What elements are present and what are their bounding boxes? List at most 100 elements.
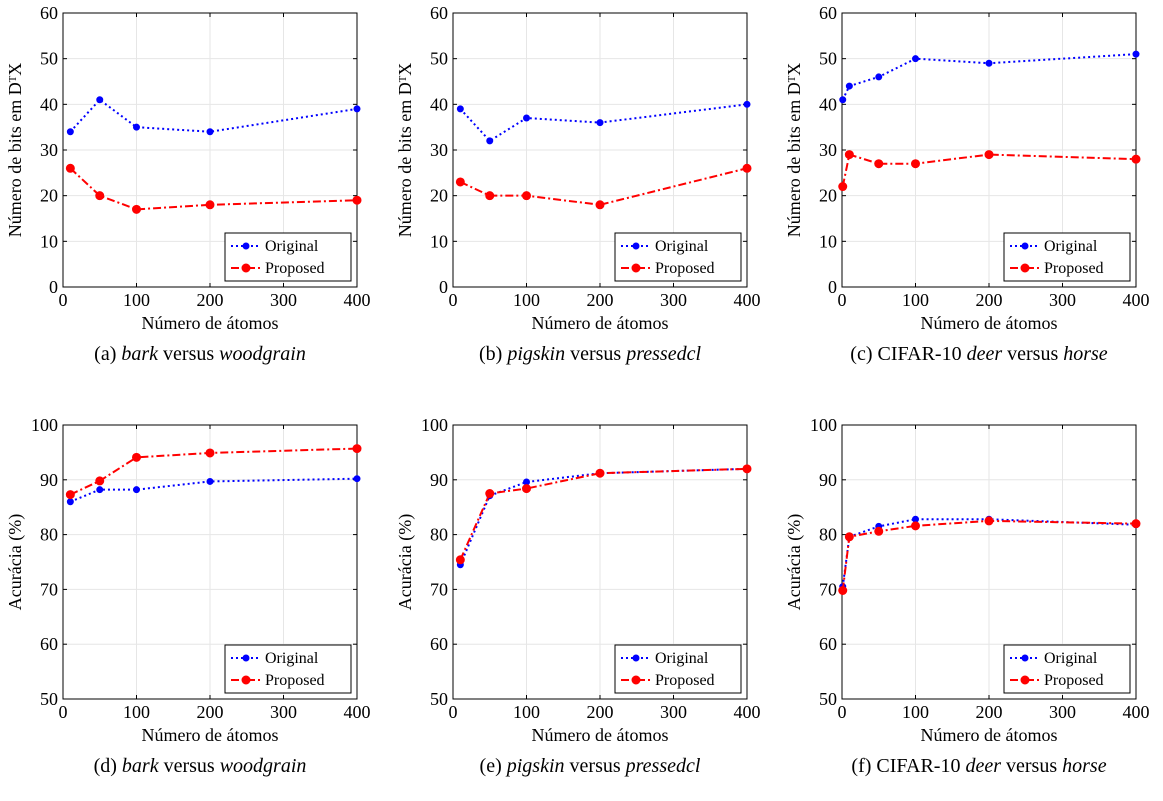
data-point-original [596,119,604,127]
legend: Original Proposed [1003,644,1131,694]
data-point-proposed [95,476,105,486]
panel-caption: (d) bark versus woodgrain [94,755,307,777]
legend-label-proposed: Proposed [265,672,325,689]
chart-panel-d: 0 100 200 300 400 50 60 70 80 90 100 Número de átom… [5,415,371,777]
x-tick-label: 400 [344,290,371,310]
chart-panel-c: 0 100 200 300 400 0 10 20 30 40 50 60 Número de átom… [784,3,1150,365]
legend-label-original: Original [655,650,709,667]
y-tick-label: 100 [810,415,837,435]
legend: Original Proposed [224,644,352,694]
legend-marker-original [632,242,640,250]
x-tick-label: 0 [838,702,847,722]
chart-panel-e: 0 100 200 300 400 50 60 70 80 90 100 Número de átom… [395,415,761,777]
data-point-original [133,486,140,494]
panel-caption: (f) CIFAR-10 deer versus horse [851,755,1106,777]
panel-caption: (b) pigskin versus pressedcl [479,343,701,365]
y-tick-label: 60 [819,634,837,654]
legend-marker-proposed [241,263,251,273]
legend-marker-original [1021,654,1029,662]
y-tick-label: 20 [430,186,448,206]
x-tick-label: 300 [270,702,297,722]
series-line-proposed [841,153,1137,187]
x-tick-label: 300 [1049,290,1076,310]
panel-caption: (e) pigskin versus pressedcl [480,755,701,777]
legend-box [614,644,742,694]
y-tick-label: 90 [430,470,448,490]
data-point-proposed [522,191,531,201]
y-tick-label: 60 [430,634,448,654]
y-tick-label: 70 [819,579,837,599]
y-tick-label: 10 [430,231,448,251]
data-point-proposed [95,191,105,201]
legend-label-proposed: Proposed [1044,260,1104,277]
data-point-proposed [984,516,994,526]
x-tick-label: 400 [1123,702,1150,722]
x-axis-label: Número de átomos [142,725,279,745]
x-tick-label: 300 [660,702,687,722]
y-tick-label: 30 [819,140,837,160]
chart-panel-a: 0 100 200 300 400 0 10 20 30 40 50 60 Número de átom… [5,3,371,365]
data-point-original [523,114,530,122]
data-point-original [133,123,140,131]
x-tick-label: 0 [449,702,458,722]
y-tick-label: 80 [40,525,58,545]
data-point-proposed [455,555,465,565]
data-point-proposed [485,191,495,201]
y-tick-label: 100 [421,415,448,435]
legend-box [224,232,352,282]
y-tick-label: 70 [40,579,58,599]
y-tick-label: 0 [828,277,837,297]
data-point-proposed [742,163,752,173]
y-tick-label: 30 [40,140,58,160]
x-tick-label: 100 [902,290,929,310]
legend-label-original: Original [655,238,709,255]
legend-label-proposed: Proposed [655,260,715,277]
chart-panel-b: 0 100 200 300 400 0 10 20 30 40 50 60 Número de átom… [395,3,761,365]
x-tick-label: 100 [902,702,929,722]
y-tick-label: 40 [819,94,837,114]
y-tick-label: 40 [40,94,58,114]
panel-caption: (a) bark versus woodgrain [94,343,306,365]
data-point-proposed [455,177,465,187]
data-point-proposed [874,526,884,536]
data-point-proposed [132,452,141,462]
series-line-original [69,477,358,503]
y-axis-label: Número de bits em DᵀX [784,63,804,238]
data-point-original [96,486,104,494]
legend: Original Proposed [614,644,742,694]
data-point-proposed [984,150,994,160]
data-point-proposed [65,490,75,500]
data-point-original [486,137,494,145]
legend-label-original: Original [1044,650,1098,667]
y-tick-label: 90 [40,470,58,490]
data-point-original [353,475,361,483]
series-line-original [459,467,748,566]
series-line-proposed [841,519,1137,591]
legend-box [614,232,742,282]
legend: Original Proposed [224,232,352,282]
legend-marker-proposed [631,263,641,273]
x-tick-label: 400 [1123,290,1150,310]
y-tick-label: 0 [439,277,448,297]
series-line-original [841,518,1137,587]
data-point-original [456,105,464,113]
y-tick-label: 50 [430,689,448,709]
data-point-proposed [352,444,362,454]
y-tick-label: 70 [430,579,448,599]
data-point-proposed [1131,519,1141,529]
x-axis-label: Número de átomos [532,725,669,745]
legend-box [1003,232,1131,282]
legend-label-original: Original [265,238,319,255]
legend-marker-original [1021,242,1029,250]
x-tick-label: 400 [344,702,371,722]
x-tick-label: 200 [587,290,614,310]
x-axis-label: Número de átomos [921,725,1058,745]
legend-marker-proposed [1020,263,1030,273]
data-point-proposed [1131,154,1141,164]
data-point-proposed [352,195,362,205]
data-point-original [66,498,74,506]
y-tick-label: 50 [40,689,58,709]
data-point-proposed [844,532,854,542]
y-tick-label: 0 [49,277,58,297]
